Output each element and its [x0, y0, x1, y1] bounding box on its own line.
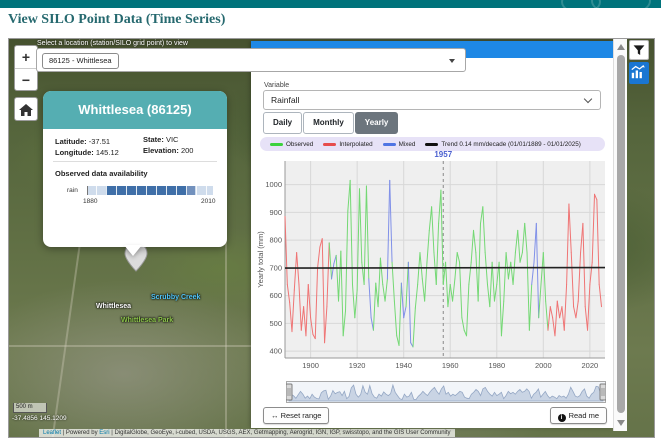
svg-text:600: 600 — [269, 291, 282, 300]
chevron-down-icon — [449, 59, 455, 63]
svg-text:500: 500 — [269, 319, 282, 328]
tab-yearly[interactable]: Yearly — [354, 112, 399, 134]
map-zoom-control: + − — [14, 45, 38, 91]
map-town-label: Whittlesea — [96, 303, 132, 310]
cursor-coordinates: -37.4856 145.1209 — [12, 415, 67, 422]
map-scale-bar: 500 m — [13, 403, 47, 413]
station-select-label: Select a location (station/SILO grid poi… — [37, 40, 188, 47]
leaflet-link[interactable]: Leaflet — [43, 430, 62, 436]
esri-link[interactable]: Esri — [99, 430, 110, 436]
map-creek-label: Scrubby Creek — [151, 294, 201, 301]
availability-heading: Observed data availability — [55, 169, 148, 178]
svg-text:2020: 2020 — [582, 361, 599, 370]
map-attribution: Leaflet | Powered by Esri | DigitalGlobe… — [39, 429, 455, 437]
svg-text:1940: 1940 — [395, 361, 412, 370]
chevron-down-icon — [583, 94, 593, 104]
map-home-button[interactable] — [14, 97, 38, 121]
zoom-in-button[interactable]: + — [15, 46, 37, 69]
svg-text:1980: 1980 — [488, 361, 505, 370]
scroll-down-arrow[interactable] — [617, 420, 625, 426]
map-park-label: Whittlesea Park — [121, 317, 174, 324]
chart-legend: Observed Interpolated Mixed Trend 0.14 mm/d… — [260, 137, 605, 151]
granularity-tabs: Daily Monthly Yearly — [263, 112, 399, 134]
reset-range-icon: ↔ — [271, 411, 279, 420]
info-icon: i — [557, 414, 566, 422]
panel-scrollbar[interactable] — [613, 39, 627, 431]
elevation-field: Elevation: 200 — [143, 146, 194, 155]
svg-text:1960: 1960 — [442, 361, 459, 370]
variable-label: Variable — [264, 82, 290, 89]
availability-end-year: 2010 — [201, 198, 216, 205]
home-icon — [19, 104, 33, 116]
legend-item: Mixed — [382, 140, 416, 148]
popup-divider — [53, 161, 217, 162]
legend-item: Observed — [270, 141, 313, 148]
scroll-up-arrow[interactable] — [617, 44, 625, 50]
legend-label: Observed — [286, 140, 314, 148]
legend-label: Trend 0.14 mm/decade (01/01/1889 - 01/01… — [441, 140, 581, 148]
svg-text:800: 800 — [269, 236, 282, 245]
range-handle[interactable] — [285, 383, 293, 401]
zoom-out-button[interactable]: − — [21, 72, 31, 88]
legend-item: Interpolated — [323, 140, 373, 148]
svg-text:400: 400 — [269, 347, 282, 356]
variable-select[interactable]: Rainfall — [263, 90, 601, 110]
legend-label: Mixed — [398, 140, 416, 148]
legend-swatch — [323, 142, 337, 146]
svg-text:1900: 1900 — [302, 361, 319, 370]
timeseries-chart[interactable]: 400 500 600 700 800 900 1000 1900 1920 1940 1960 19… — [255, 149, 611, 375]
station-select[interactable]: 86125 - Whittlesea — [36, 48, 466, 72]
svg-text:1000: 1000 — [265, 180, 282, 189]
map-road — [9, 345, 429, 347]
chart-panel: Variable Rainfall Daily Monthly Yearly Obs… — [251, 41, 613, 428]
filter-stations-button[interactable] — [629, 40, 649, 60]
state-field: State: VIC — [143, 135, 179, 144]
longitude-field: Longitude: 145.12 — [55, 148, 119, 157]
toggle-chart-panel-button[interactable] — [629, 62, 649, 84]
legend-swatch — [425, 142, 439, 146]
svg-text:1920: 1920 — [349, 361, 366, 370]
scrollbar-thumb[interactable] — [617, 55, 625, 413]
svg-text:700: 700 — [269, 263, 282, 272]
page-title: View SILO Point Data (Time Series) — [8, 12, 226, 27]
selected-station-chip[interactable]: 86125 - Whittlesea — [42, 53, 119, 69]
reset-range-button[interactable]: ↔ Reset range — [263, 407, 330, 424]
legend-item: Trend 0.14 mm/decade (01/01/1889 - 01/01… — [425, 140, 581, 148]
popup-title: Whittlesea (86125) — [43, 91, 227, 129]
read-me-button[interactable]: i Read me — [549, 407, 607, 424]
availability-bar-ticks — [87, 186, 213, 195]
svg-text:Yearly total (mm): Yearly total (mm) — [256, 231, 265, 288]
svg-text:2000: 2000 — [535, 361, 552, 370]
range-handle[interactable] — [599, 383, 607, 401]
latitude-field: Latitude: -37.51 — [55, 137, 111, 146]
legend-swatch — [382, 142, 396, 146]
legend-swatch — [270, 142, 283, 146]
tab-monthly[interactable]: Monthly — [303, 112, 354, 134]
bar-chart-icon — [631, 65, 645, 79]
station-popup: Whittlesea (86125) Latitude: -37.51 Long… — [43, 91, 227, 247]
range-navigator[interactable] — [285, 381, 607, 403]
popup-tail — [124, 245, 142, 256]
silo-widget: Whittlesea Scrubby Creek Whittlesea Park… — [8, 38, 655, 438]
map-road — [225, 99, 227, 437]
svg-text:1957: 1957 — [434, 150, 452, 159]
tab-daily[interactable]: Daily — [263, 112, 303, 134]
fern-decoration — [561, 0, 601, 8]
site-top-bar — [0, 0, 661, 8]
svg-text:900: 900 — [269, 208, 282, 217]
filter-funnel-icon — [633, 45, 645, 56]
availability-variable-label: rain — [67, 187, 78, 194]
legend-label: Interpolated — [339, 140, 373, 148]
availability-start-year: 1880 — [83, 198, 98, 205]
